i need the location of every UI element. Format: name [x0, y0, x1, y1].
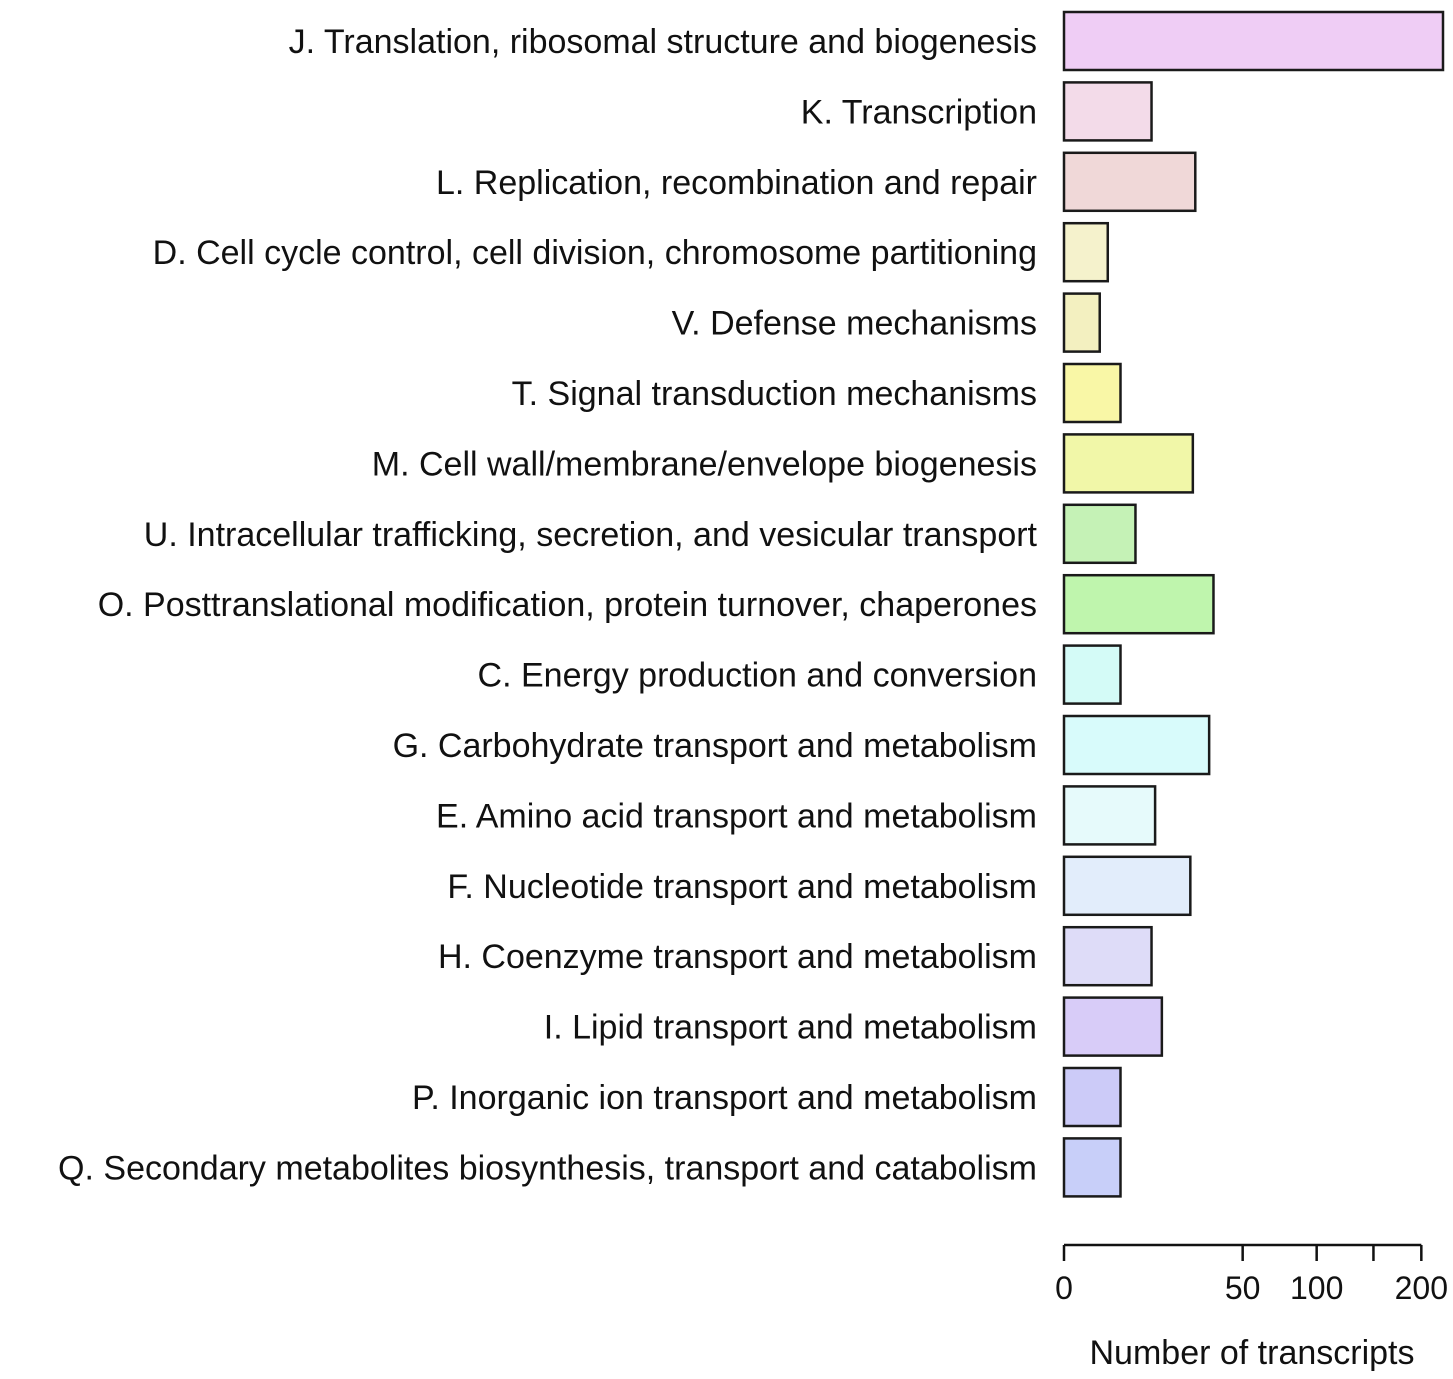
x-axis-title: Number of transcripts	[1090, 1334, 1415, 1372]
x-axis-ticks: 0 50 100 200	[1055, 1245, 1448, 1306]
bar	[1062, 1137, 1122, 1198]
category-label: D. Cell cycle control, cell division, ch…	[153, 234, 1037, 272]
category-labels: J. Translation, ribosomal structure and …	[58, 23, 1038, 1187]
category-label: C. Energy production and conversion	[478, 657, 1037, 695]
category-label: J. Translation, ribosomal structure and …	[289, 23, 1037, 61]
category-label: V. Defense mechanisms	[672, 305, 1037, 343]
category-label: Q. Secondary metabolites biosynthesis, t…	[58, 1149, 1037, 1187]
category-label: I. Lipid transport and metabolism	[544, 1009, 1037, 1047]
category-label: M. Cell wall/membrane/envelope biogenesi…	[372, 445, 1037, 483]
bar	[1062, 785, 1157, 846]
x-axis: 0 50 100 200 Number of transcripts	[1055, 1243, 1448, 1372]
category-label: L. Replication, recombination and repair	[436, 164, 1037, 202]
category-label: F. Nucleotide transport and metabolism	[447, 868, 1037, 906]
bar	[1062, 10, 1445, 72]
bars	[1062, 10, 1445, 1198]
x-tick-label: 0	[1055, 1270, 1073, 1306]
bar	[1062, 925, 1153, 987]
category-label: P. Inorganic ion transport and metabolis…	[412, 1079, 1037, 1117]
bar	[1062, 221, 1110, 283]
x-tick-label: 200	[1395, 1270, 1448, 1306]
bar	[1062, 433, 1195, 494]
bar	[1062, 714, 1211, 776]
bar	[1062, 81, 1153, 142]
bar	[1062, 362, 1122, 424]
x-tick-label: 50	[1225, 1270, 1261, 1306]
category-label: H. Coenzyme transport and metabolism	[438, 938, 1037, 976]
bar	[1062, 503, 1137, 565]
bar	[1062, 1066, 1122, 1128]
bar	[1062, 644, 1122, 705]
category-label: U. Intracellular trafficking, secretion,…	[144, 516, 1038, 554]
category-label: E. Amino acid transport and metabolism	[436, 797, 1037, 835]
bar	[1062, 855, 1192, 917]
bar	[1062, 996, 1164, 1057]
category-label: K. Transcription	[801, 93, 1037, 131]
bar	[1062, 151, 1197, 213]
category-label: T. Signal transduction mechanisms	[512, 375, 1037, 413]
category-label: G. Carbohydrate transport and metabolism	[393, 727, 1037, 765]
x-tick-label: 100	[1290, 1270, 1343, 1306]
bar	[1062, 292, 1101, 353]
bar	[1062, 573, 1215, 635]
category-label: O. Posttranslational modification, prote…	[98, 586, 1037, 624]
